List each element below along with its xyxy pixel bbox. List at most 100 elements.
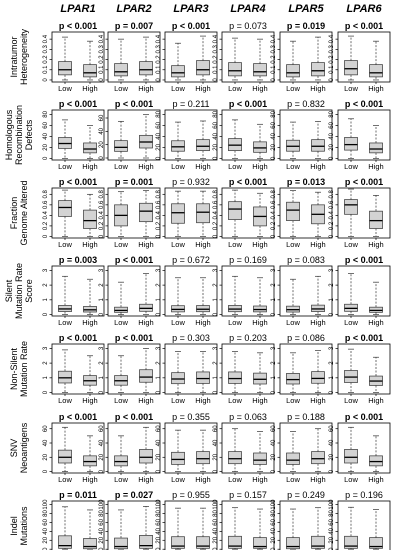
row-label-line: Mutations bbox=[19, 506, 29, 546]
p-value-label: p < 0.001 bbox=[59, 412, 97, 422]
y-tick-label: 60 bbox=[213, 518, 219, 525]
y-tick-label: 100 bbox=[271, 499, 277, 510]
y-tick-label: 0 bbox=[329, 234, 335, 238]
plot-frame bbox=[164, 31, 218, 83]
box-high bbox=[369, 142, 383, 154]
y-tick-label: 60 bbox=[271, 425, 277, 432]
p-value-label: p = 0.007 bbox=[115, 21, 153, 31]
x-label-low: Low bbox=[344, 475, 358, 484]
y-tick-label: 0.4 bbox=[213, 34, 219, 43]
p-value-label: p = 0.955 bbox=[172, 490, 210, 500]
y-tick-label: 80 bbox=[99, 510, 105, 517]
y-tick-label: 40 bbox=[156, 132, 162, 139]
y-tick-label: 100 bbox=[156, 499, 162, 510]
plot-frame bbox=[107, 31, 161, 83]
panel-r6-lpar4: p = 0.157020406080100LowHigh bbox=[213, 490, 275, 550]
y-tick-label: 2 bbox=[329, 283, 335, 287]
y-tick-label: 20 bbox=[99, 141, 105, 148]
x-label-high: High bbox=[368, 162, 383, 171]
box-low bbox=[171, 372, 185, 385]
y-tick-label: 60 bbox=[43, 425, 49, 432]
x-label-high: High bbox=[195, 162, 210, 171]
box-low bbox=[114, 537, 128, 550]
panel-r5-lpar4: p = 0.063 0 20 40 60 Low High bbox=[213, 412, 275, 484]
plot-frame bbox=[221, 500, 275, 550]
y-tick-label: 0.8 bbox=[213, 189, 219, 198]
y-tick-label: 0 bbox=[99, 312, 105, 316]
box-high bbox=[139, 535, 153, 549]
y-tick-label: 0 bbox=[156, 547, 162, 550]
panel-r6-lpar2: p = 0.027020406080100LowHigh bbox=[99, 490, 161, 550]
gene-header-lpar2: LPAR2 bbox=[116, 3, 151, 15]
x-label-low: Low bbox=[344, 396, 358, 405]
y-tick-label: 20 bbox=[271, 453, 277, 460]
plot-frame bbox=[221, 422, 275, 474]
box-high bbox=[311, 371, 325, 384]
panel-r5-lpar1: p < 0.001 0 20 40 60 Low High bbox=[43, 412, 105, 484]
panel-r4-lpar1: p < 0.001 0 1 2 3 Low High bbox=[43, 333, 105, 405]
y-tick-label: 3 bbox=[213, 268, 219, 272]
y-tick-label: 20 bbox=[271, 536, 277, 543]
y-tick-label: 0 bbox=[99, 390, 105, 394]
plot-frame bbox=[107, 422, 161, 474]
y-tick-label: 60 bbox=[99, 518, 105, 525]
row-label-line: Defects bbox=[24, 119, 34, 150]
box-high bbox=[83, 209, 97, 229]
y-tick-label: 60 bbox=[213, 121, 219, 128]
plot-frame bbox=[164, 422, 218, 474]
y-tick-label: 80 bbox=[213, 110, 219, 117]
y-tick-label: 40 bbox=[156, 439, 162, 446]
y-tick-label: 3 bbox=[156, 268, 162, 272]
y-tick-label: 2 bbox=[99, 361, 105, 365]
box-high bbox=[139, 202, 153, 223]
plot-frame bbox=[337, 422, 391, 474]
row-label-5: SNV Neoantigens bbox=[9, 422, 29, 473]
x-label-high: High bbox=[195, 318, 210, 327]
y-tick-label: 3 bbox=[43, 346, 49, 350]
y-tick-label: 40 bbox=[271, 132, 277, 139]
p-value-label: p < 0.001 bbox=[59, 333, 97, 343]
y-tick-label: 0 bbox=[156, 156, 162, 160]
y-tick-label: 2 bbox=[329, 361, 335, 365]
box-low bbox=[286, 373, 300, 385]
plot-frame bbox=[337, 265, 391, 317]
y-tick-label: 40 bbox=[43, 527, 49, 534]
y-tick-label: 0.2 bbox=[43, 221, 49, 230]
y-tick-label: 20 bbox=[329, 143, 335, 150]
box-low bbox=[58, 535, 72, 549]
y-tick-label: 0.4 bbox=[329, 211, 335, 220]
y-tick-label: 0 bbox=[213, 78, 219, 82]
x-label-high: High bbox=[195, 84, 210, 93]
y-tick-label: 40 bbox=[43, 132, 49, 139]
y-tick-label: 20 bbox=[156, 453, 162, 460]
p-value-label: p = 0.019 bbox=[287, 21, 325, 31]
gene-header-lpar5: LPAR5 bbox=[288, 3, 324, 15]
y-tick-label: 80 bbox=[43, 110, 49, 117]
y-tick-label: 0.2 bbox=[213, 55, 219, 64]
panel-r1-lpar6: p < 0.001 0 20 40 60 80 Low High bbox=[329, 99, 391, 171]
y-tick-label: 0.6 bbox=[99, 200, 105, 209]
y-tick-label: 0.3 bbox=[271, 45, 277, 54]
x-label-high: High bbox=[82, 84, 97, 93]
y-tick-label: 0.3 bbox=[329, 45, 335, 54]
plot-frame bbox=[221, 109, 275, 161]
y-tick-label: 0 bbox=[156, 234, 162, 238]
plot-frame bbox=[164, 500, 218, 550]
plot-frame bbox=[107, 265, 161, 317]
y-tick-label: 0 bbox=[329, 312, 335, 316]
y-tick-label: 0.3 bbox=[43, 45, 49, 54]
x-label-low: Low bbox=[171, 240, 185, 249]
gene-header-lpar4: LPAR4 bbox=[230, 3, 265, 15]
y-tick-label: 0 bbox=[43, 547, 49, 550]
row-label-3: Silent Mutation Rate Score bbox=[4, 263, 34, 319]
y-tick-label: 80 bbox=[213, 510, 219, 517]
row-label-line: Score bbox=[24, 279, 34, 303]
y-tick-label: 1 bbox=[213, 297, 219, 301]
box-low bbox=[286, 537, 300, 550]
box-high bbox=[253, 141, 267, 153]
plot-frame bbox=[279, 265, 333, 317]
y-tick-label: 0 bbox=[329, 156, 335, 160]
